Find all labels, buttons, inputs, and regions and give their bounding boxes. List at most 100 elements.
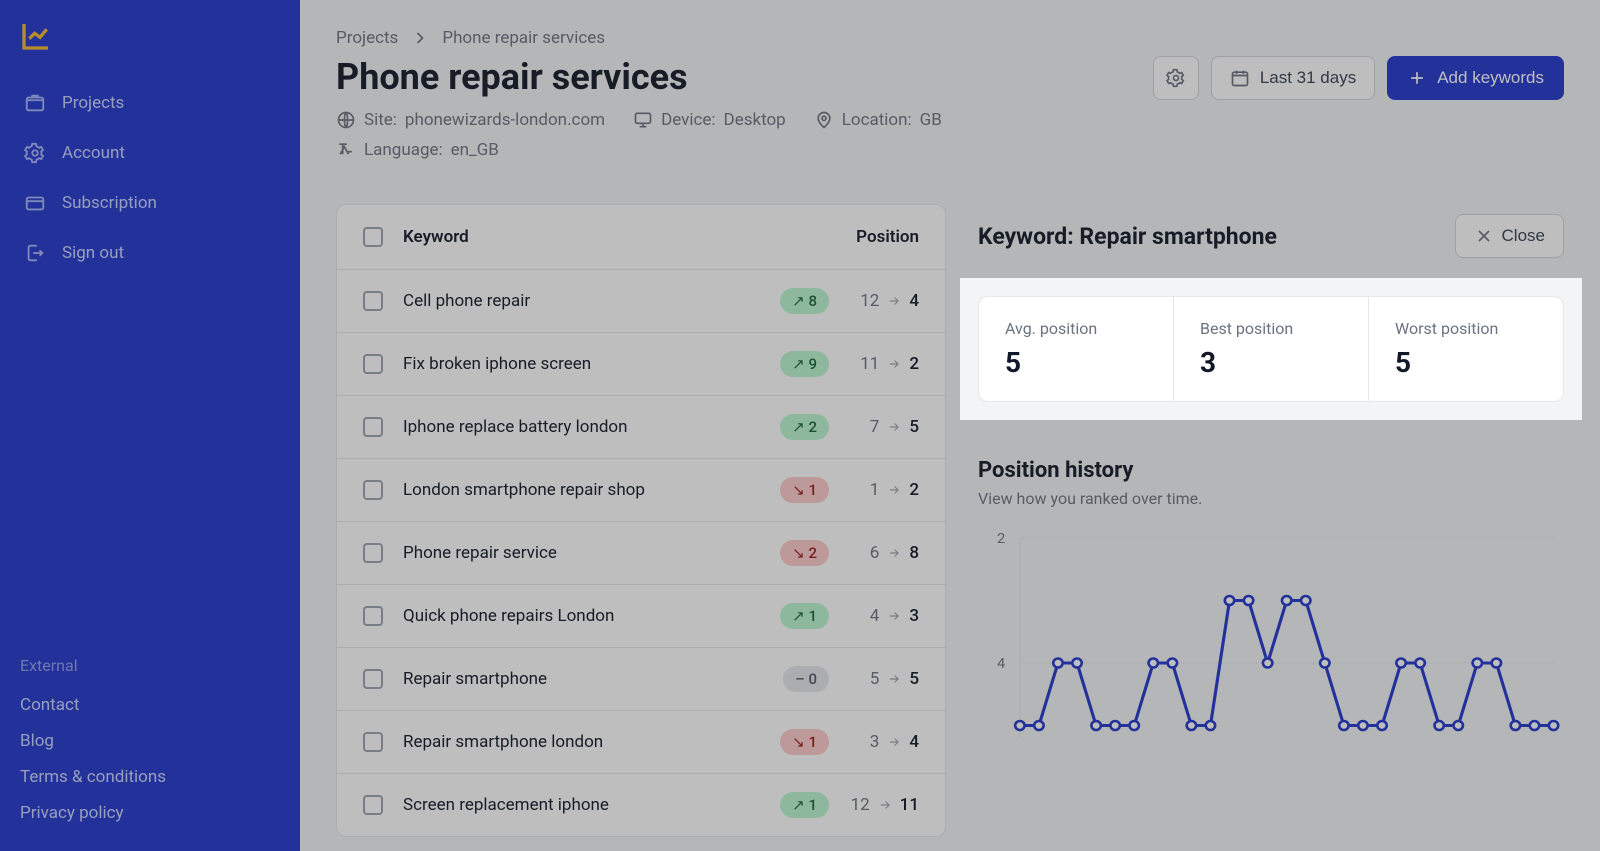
keywords-table-panel: Keyword Position Cell phone repair ↗ 8 1… xyxy=(336,204,946,837)
row-delta-badge-cell: ↗ 2 xyxy=(749,414,829,440)
row-checkbox[interactable] xyxy=(363,732,383,752)
date-range-label: Last 31 days xyxy=(1260,68,1356,88)
position-to: 4 xyxy=(909,732,919,752)
position-to: 2 xyxy=(909,480,919,500)
sidebar-item-projects[interactable]: Projects xyxy=(20,80,280,126)
calendar-icon xyxy=(1230,68,1250,88)
row-checkbox[interactable] xyxy=(363,543,383,563)
delta-badge: ↘ 1 xyxy=(780,729,829,755)
row-position: 7 5 xyxy=(829,417,919,437)
meta-language-label: Language: xyxy=(364,140,443,160)
position-to: 11 xyxy=(900,795,919,815)
delta-badge: ↗ 2 xyxy=(780,414,829,440)
gear-icon xyxy=(1166,68,1186,88)
row-checkbox-cell xyxy=(363,291,403,311)
stat-avg-position: Avg. position5 xyxy=(979,297,1174,401)
date-range-button[interactable]: Last 31 days xyxy=(1211,56,1375,100)
table-row[interactable]: Repair smartphone – 0 5 5 xyxy=(337,648,945,711)
breadcrumb-root[interactable]: Projects xyxy=(336,28,398,48)
arrow-right-icon xyxy=(885,672,903,686)
detail-title: Keyword: Repair smartphone xyxy=(978,223,1277,250)
close-icon xyxy=(1474,226,1494,246)
row-checkbox-cell xyxy=(363,417,403,437)
stat-label: Worst position xyxy=(1395,319,1537,338)
table-row[interactable]: Repair smartphone london ↘ 1 3 4 xyxy=(337,711,945,774)
table-row[interactable]: Cell phone repair ↗ 8 12 4 xyxy=(337,270,945,333)
row-checkbox[interactable] xyxy=(363,795,383,815)
stat-value: 5 xyxy=(1005,346,1147,379)
row-checkbox[interactable] xyxy=(363,417,383,437)
card-icon xyxy=(24,192,46,214)
table-header: Keyword Position xyxy=(337,205,945,270)
delta-badge: ↗ 8 xyxy=(780,288,829,314)
history-title: Position history xyxy=(978,458,1564,483)
row-checkbox[interactable] xyxy=(363,354,383,374)
row-checkbox[interactable] xyxy=(363,606,383,626)
sidebar-item-label: Projects xyxy=(62,93,124,113)
position-to: 5 xyxy=(909,669,919,689)
table-row[interactable]: Phone repair service ↘ 2 6 8 xyxy=(337,522,945,585)
sidebar-item-label: Subscription xyxy=(62,193,157,213)
keywords-table: Keyword Position Cell phone repair ↗ 8 1… xyxy=(336,204,946,837)
table-row[interactable]: London smartphone repair shop ↘ 1 1 2 xyxy=(337,459,945,522)
meta-location-label: Location: xyxy=(842,110,912,130)
delta-badge: ↗ 1 xyxy=(780,603,829,629)
sidebar-item-subscription[interactable]: Subscription xyxy=(20,180,280,226)
meta-location-value: GB xyxy=(920,110,942,130)
position-from: 7 xyxy=(870,417,880,437)
detail-title-keyword: Repair smartphone xyxy=(1079,223,1277,250)
gear-icon xyxy=(24,142,46,164)
delta-badge: ↘ 2 xyxy=(780,540,829,566)
detail-title-prefix: Keyword: xyxy=(978,223,1079,250)
position-from: 11 xyxy=(860,354,879,374)
settings-button[interactable] xyxy=(1153,56,1199,100)
position-from: 1 xyxy=(870,480,880,500)
table-row[interactable]: Fix broken iphone screen ↗ 9 11 2 xyxy=(337,333,945,396)
row-checkbox-cell xyxy=(363,669,403,689)
chevron-right-icon xyxy=(410,28,430,48)
sidebar-item-sign-out[interactable]: Sign out xyxy=(20,230,280,276)
close-label: Close xyxy=(1502,226,1545,246)
stat-worst-position: Worst position5 xyxy=(1369,297,1563,401)
meta-site: Site: phonewizards-london.com xyxy=(336,110,605,130)
plus-icon xyxy=(1407,68,1427,88)
row-position: 1 2 xyxy=(829,480,919,500)
position-from: 5 xyxy=(870,669,880,689)
row-checkbox-cell xyxy=(363,606,403,626)
meta-row-2: Language: en_GB xyxy=(336,140,942,160)
close-detail-button[interactable]: Close xyxy=(1455,214,1564,258)
external-link-blog[interactable]: Blog xyxy=(20,723,280,759)
add-keywords-button[interactable]: Add keywords xyxy=(1387,56,1564,100)
arrow-right-icon xyxy=(885,483,903,497)
row-checkbox[interactable] xyxy=(363,669,383,689)
row-checkbox-cell xyxy=(363,480,403,500)
select-all-checkbox[interactable] xyxy=(363,227,383,247)
row-checkbox[interactable] xyxy=(363,480,383,500)
row-delta-badge-cell: ↗ 1 xyxy=(749,792,829,818)
external-link-terms-conditions[interactable]: Terms & conditions xyxy=(20,759,280,795)
add-keywords-label: Add keywords xyxy=(1437,68,1544,88)
row-keyword: Iphone replace battery london xyxy=(403,417,749,437)
row-checkbox[interactable] xyxy=(363,291,383,311)
signout-icon xyxy=(24,242,46,264)
table-row[interactable]: Screen replacement iphone ↗ 1 12 11 xyxy=(337,774,945,836)
meta-location: Location: GB xyxy=(814,110,942,130)
position-history-chart: 24 xyxy=(978,528,1564,748)
external-link-contact[interactable]: Contact xyxy=(20,687,280,723)
breadcrumb-current: Phone repair services xyxy=(442,28,605,48)
external-link-privacy-policy[interactable]: Privacy policy xyxy=(20,795,280,831)
table-row[interactable]: Iphone replace battery london ↗ 2 7 5 xyxy=(337,396,945,459)
row-position: 11 2 xyxy=(829,354,919,374)
delta-badge: ↗ 9 xyxy=(780,351,829,377)
meta-device-label: Device: xyxy=(661,110,715,130)
meta-language: Language: en_GB xyxy=(336,140,499,160)
row-position: 3 4 xyxy=(829,732,919,752)
table-row[interactable]: Quick phone repairs London ↗ 1 4 3 xyxy=(337,585,945,648)
history-subtitle: View how you ranked over time. xyxy=(978,489,1564,508)
sidebar-item-account[interactable]: Account xyxy=(20,130,280,176)
external-section: External ContactBlogTerms & conditionsPr… xyxy=(20,656,280,831)
main: Projects Phone repair services Phone rep… xyxy=(300,0,1600,851)
header-row: Projects Phone repair services Phone rep… xyxy=(336,28,1564,160)
meta-language-value: en_GB xyxy=(451,140,499,160)
th-position: Position xyxy=(856,227,919,247)
